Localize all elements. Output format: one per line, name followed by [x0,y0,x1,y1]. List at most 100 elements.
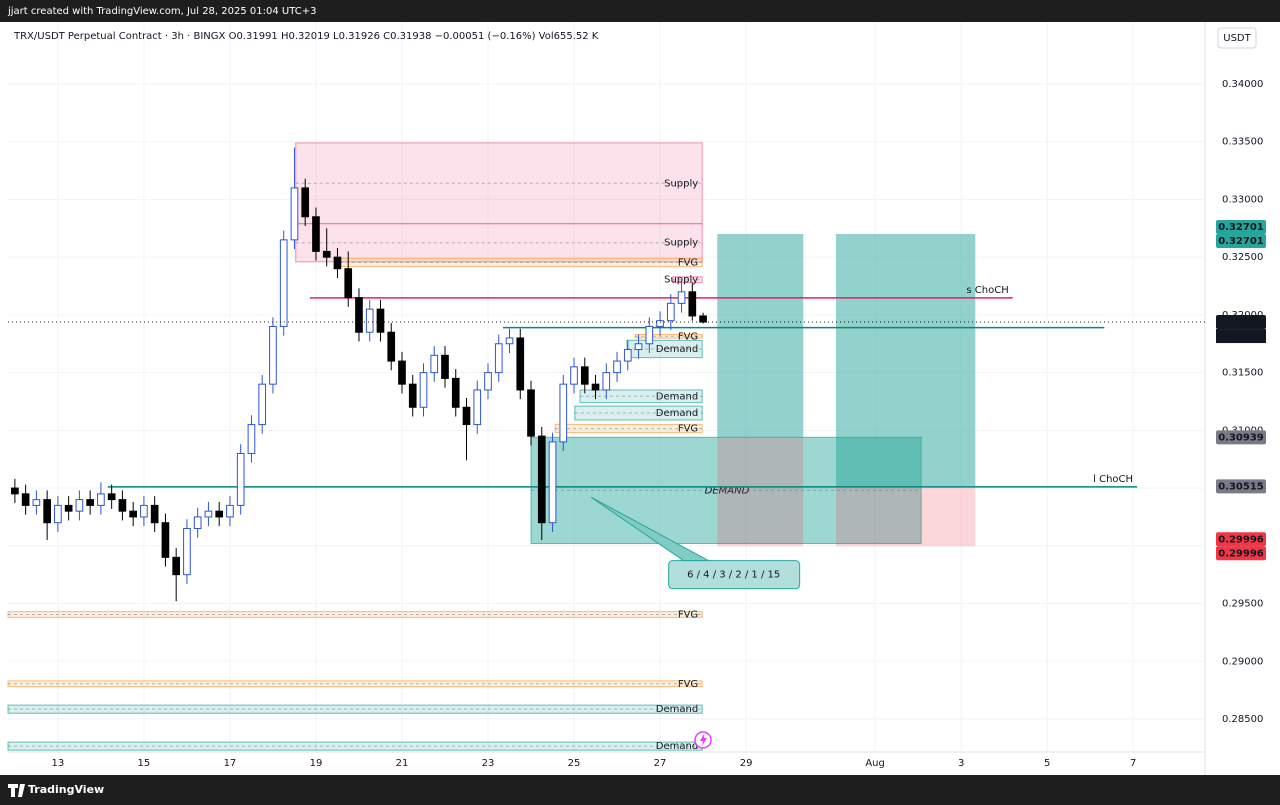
price-badge: 0.29996 [1218,534,1264,545]
candle-body [688,291,697,317]
candle-body [666,302,675,322]
zone [626,339,703,359]
price-badge: 0.32701 [1218,222,1264,233]
zone [295,223,703,263]
candle-body [129,510,137,518]
y-tick-label: 0.34000 [1222,79,1263,90]
callout-box [668,560,801,590]
position-target [717,233,804,438]
candle-body [355,297,363,333]
price-badge: 0.29996 [1218,548,1264,559]
countdown-bg [1216,329,1266,344]
zone [634,334,703,339]
zone [672,276,703,284]
candle-body [527,389,535,437]
candle-body [451,377,460,408]
candle-body [494,343,503,374]
legend: TRX/USDT Perpetual Contract · 3h · BINGX… [13,31,599,42]
y-tick-label: 0.29500 [1222,599,1263,610]
x-tick-label: 29 [740,758,753,769]
currency-button[interactable] [1217,27,1257,49]
zone-label: DEMAND [705,485,750,496]
candle-body [312,216,320,252]
zone-label: FVG [678,331,698,342]
candle-body [677,291,686,304]
candle-body [64,504,73,512]
header-text: jjart created with TradingView.com, Jul … [7,6,316,17]
candle-body [322,250,331,258]
candle-body [43,499,51,524]
zone-label: Demand [656,408,698,419]
y-tick-label: 0.31500 [1222,368,1263,379]
x-tick-label: 21 [396,758,409,769]
candle-body [570,366,578,385]
zone-label: Supply [664,178,698,189]
candle-body [97,493,105,506]
zone [7,680,703,688]
x-tick-label: 19 [310,758,323,769]
position-stop [717,437,804,547]
zone [554,424,703,434]
candle-body [290,187,299,241]
x-tick-label: 13 [52,758,65,769]
price-badge-bg [1216,233,1266,248]
candle-body [484,372,492,391]
candle-body [32,499,41,506]
x-tick-label: 25 [568,758,581,769]
alert-bolt [700,734,707,746]
candle-body [150,504,159,524]
candle-body [559,383,568,443]
candle-body [75,499,84,512]
candle-body [118,499,127,512]
price-badge-bg [1216,219,1266,234]
zone-label: Supply [664,238,698,249]
y-tick-label: 0.32500 [1222,252,1263,263]
candle-body [279,239,288,327]
zone [574,405,703,421]
level-label: s ChoCH [966,285,1008,296]
last-price-badge-bg [1216,315,1266,330]
header-bar [0,0,1280,22]
candle-body [387,331,396,362]
zone-label: FVG [678,424,698,435]
zone [7,611,703,618]
x-tick-label: Aug [865,758,885,769]
candle-body [226,504,234,518]
price-badge: 0.30515 [1218,481,1264,492]
y-tick-label: 0.29000 [1222,656,1263,667]
candle-body [54,504,62,524]
candle-body [86,499,94,506]
candle-body [645,325,654,345]
y-tick-label: 0.28500 [1222,714,1263,725]
candle-body [430,354,439,374]
candle-body [613,360,621,374]
candle-body [140,504,148,518]
candle-body [344,268,353,299]
candle-body [365,308,374,333]
zone-label: Demand [656,391,698,402]
price-badge-bg [1216,430,1266,445]
candle-body [376,308,385,333]
candle-body [591,383,600,391]
level-label: l ChoCH [1093,474,1133,485]
x-tick-label: 7 [1130,758,1136,769]
price-badge-bg [1216,479,1266,494]
candle-body [21,493,30,506]
candle-body [516,337,525,391]
countdown: 01:55:23 [1219,331,1264,342]
candle-body [441,354,449,379]
callout-label: 6 / 4 / 3 / 2 / 1 / 15 [687,570,780,581]
zone-label: Demand [656,704,698,715]
candle-body [204,510,213,518]
zone-label: Demand [656,344,698,355]
plot: Supply Supply FVG Supply FVG Demand Demand Dema… [7,22,1205,752]
price-badge: 0.32701 [1218,236,1264,247]
candle-body [699,315,707,323]
x-tick-label: 3 [958,758,964,769]
price-badge: 0.30939 [1218,432,1264,443]
zone [295,142,703,225]
candle-body [462,406,471,426]
candle-body [107,493,116,501]
zone-label: FVG [678,257,698,268]
